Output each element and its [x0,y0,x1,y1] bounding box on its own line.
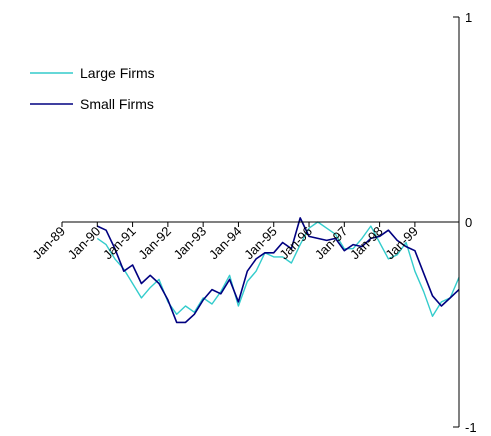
legend-label-large-firms: Large Firms [80,65,155,81]
y-tick-label: -1 [465,420,477,435]
plot-lines [96,217,460,324]
series-line-small-firms [96,217,460,324]
x-tick-label: Jan-90 [65,224,104,263]
x-axis-ticks: Jan-89Jan-90Jan-91Jan-92Jan-93Jan-94Jan-… [29,222,421,262]
x-tick-label: Jan-94 [206,224,245,263]
x-tick-label: Jan-99 [382,224,421,263]
x-tick-label: Jan-89 [29,224,68,263]
y-axis-ticks: 1 0 -1 [453,10,477,435]
x-tick-label: Jan-93 [171,224,210,263]
legend-label-small-firms: Small Firms [80,96,154,112]
y-tick-label: 0 [465,215,472,230]
x-tick-label: Jan-92 [135,224,174,263]
legend: Large Firms Small Firms [30,65,155,112]
y-tick-label: 1 [465,10,472,25]
x-tick-label: Jan-97 [312,224,351,263]
series-line-large-firms [96,221,460,317]
